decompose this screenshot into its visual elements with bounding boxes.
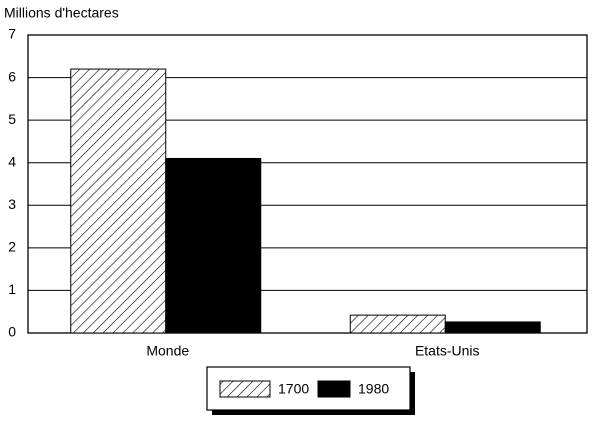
y-tick-label: 1 [8, 281, 16, 297]
y-axis-label: Millions d'hectares [4, 5, 119, 21]
legend-label: 1980 [358, 381, 389, 397]
bar [444, 321, 541, 334]
bar [349, 314, 446, 334]
y-tick-label: 2 [8, 239, 16, 255]
y-tick-label: 5 [8, 111, 16, 127]
y-tick-label: 0 [8, 324, 16, 340]
y-tick-label: 3 [8, 196, 16, 212]
x-tick-label: Monde [146, 343, 189, 359]
legend-swatch [317, 380, 351, 398]
x-tick-label: Etats-Unis [415, 343, 480, 359]
plot-frame [27, 34, 588, 334]
y-tick-label: 7 [8, 26, 16, 42]
y-tick-label: 4 [8, 153, 16, 169]
legend-swatch [219, 380, 271, 398]
bar [70, 68, 167, 334]
bar [165, 157, 262, 334]
legend-label: 1700 [278, 381, 309, 397]
y-tick-label: 6 [8, 68, 16, 84]
